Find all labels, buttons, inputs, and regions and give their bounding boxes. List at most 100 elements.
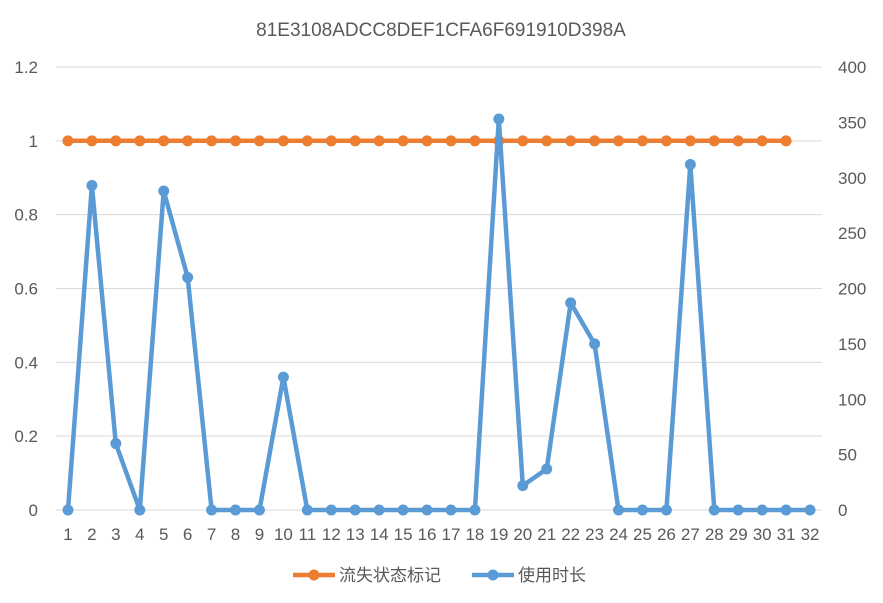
x-axis-tick-label: 29 [729, 525, 748, 544]
chart-title: 81E3108ADCC8DEF1CFA6F691910D398A [256, 20, 626, 41]
data-point [565, 297, 577, 309]
data-point [445, 504, 457, 516]
data-point [230, 504, 242, 516]
data-point [206, 504, 218, 516]
x-axis-tick-label: 21 [537, 525, 556, 544]
left-axis-tick-label: 0 [29, 501, 38, 520]
data-point [301, 504, 313, 516]
x-axis-tick-label: 1 [63, 525, 72, 544]
x-axis-tick-label: 19 [489, 525, 508, 544]
right-axis-tick-label: 250 [838, 224, 866, 243]
data-point [182, 135, 194, 147]
right-axis-tick-label: 0 [838, 501, 847, 520]
data-point [756, 504, 768, 516]
right-axis-ticks: 0 50 100 150 200 250 300 350 400 [838, 58, 866, 520]
right-axis-tick-label: 50 [838, 446, 857, 465]
legend-entry: 流失状态标记 [293, 566, 441, 585]
data-point [325, 135, 337, 147]
data-point [134, 135, 146, 147]
data-point [469, 504, 481, 516]
data-point [541, 135, 553, 147]
data-point [493, 113, 505, 125]
x-axis-tick-label: 9 [255, 525, 264, 544]
data-point [206, 135, 218, 147]
data-point [517, 135, 529, 147]
data-point [517, 480, 529, 492]
series-churn-flag [62, 135, 792, 147]
right-axis-tick-label: 150 [838, 335, 866, 354]
data-point [708, 504, 720, 516]
data-point [301, 135, 313, 147]
data-point [373, 504, 385, 516]
x-axis-tick-label: 17 [442, 525, 461, 544]
data-point [684, 135, 696, 147]
data-point [62, 135, 74, 147]
left-axis-tick-label: 0.6 [14, 280, 38, 299]
left-axis-tick-label: 1.2 [14, 58, 38, 77]
data-point [445, 135, 457, 147]
x-axis-tick-label: 11 [299, 525, 317, 544]
data-point [230, 135, 242, 147]
left-axis-tick-label: 0.8 [14, 206, 38, 225]
data-point [182, 271, 194, 283]
x-axis-tick-label: 28 [705, 525, 724, 544]
data-point [86, 180, 98, 192]
x-axis-tick-label: 7 [207, 525, 216, 544]
x-axis-tick-label: 6 [183, 525, 192, 544]
x-axis-tick-label: 24 [609, 525, 628, 544]
series-usage-duration [62, 113, 816, 516]
legend: 流失状态标记 使用时长 [293, 565, 586, 585]
right-axis-tick-label: 300 [838, 169, 866, 188]
data-point [110, 135, 122, 147]
data-point [373, 135, 385, 147]
data-point [86, 135, 98, 147]
x-axis-tick-label: 32 [801, 525, 820, 544]
right-axis-tick-label: 400 [838, 58, 866, 77]
x-axis-tick-label: 20 [513, 525, 532, 544]
data-point [541, 463, 553, 475]
data-point [684, 158, 696, 170]
x-axis-tick-label: 15 [394, 525, 413, 544]
x-axis-tick-label: 10 [274, 525, 293, 544]
data-point [589, 135, 601, 147]
x-axis-tick-label: 23 [585, 525, 604, 544]
data-point [732, 135, 744, 147]
data-point [397, 135, 409, 147]
data-point [732, 504, 744, 516]
left-axis-tick-label: 1 [29, 132, 38, 151]
data-point [158, 135, 170, 147]
data-point [660, 504, 672, 516]
data-point [158, 185, 170, 197]
right-axis-tick-label: 200 [838, 280, 866, 299]
legend-entry: 使用时长 [472, 565, 586, 585]
right-axis-tick-label: 100 [838, 390, 866, 409]
x-axis-tick-label: 16 [418, 525, 437, 544]
data-point [349, 135, 361, 147]
x-axis-tick-label: 3 [111, 525, 120, 544]
data-point [780, 504, 792, 516]
x-axis-tick-label: 12 [322, 525, 341, 544]
series-layer [62, 113, 816, 516]
data-point [780, 135, 792, 147]
x-axis-tick-label: 22 [561, 525, 580, 544]
x-axis-tick-label: 27 [681, 525, 700, 544]
data-point [636, 135, 648, 147]
left-axis-tick-label: 0.2 [14, 427, 38, 446]
x-axis-tick-label: 2 [87, 525, 96, 544]
data-point [325, 504, 337, 516]
x-axis-tick-label: 13 [346, 525, 365, 544]
series-line [65, 116, 813, 513]
data-point [253, 135, 265, 147]
legend-label: 使用时长 [518, 565, 586, 585]
data-point [756, 135, 768, 147]
gridlines [56, 66, 822, 511]
data-point [277, 135, 289, 147]
data-point [565, 135, 577, 147]
data-point [589, 338, 601, 350]
legend-label: 流失状态标记 [339, 566, 441, 585]
x-axis-tick-label: 31 [777, 525, 796, 544]
data-point [62, 504, 74, 516]
data-point [421, 504, 433, 516]
x-axis-tick-label: 30 [753, 525, 772, 544]
data-point [708, 135, 720, 147]
